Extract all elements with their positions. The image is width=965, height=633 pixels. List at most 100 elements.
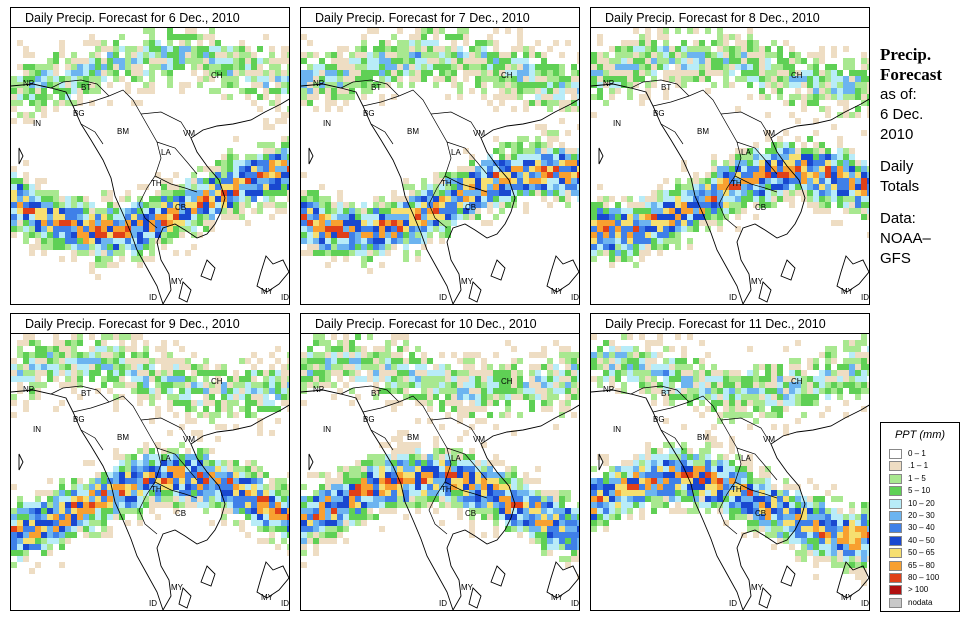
precip-cell <box>415 52 421 58</box>
precip-cell <box>615 220 621 226</box>
precip-cell <box>385 364 391 370</box>
precip-cell <box>439 376 445 382</box>
precip-cell <box>59 52 65 58</box>
precip-cell <box>83 70 89 76</box>
precip-cell <box>275 64 281 70</box>
precip-cell <box>59 382 65 388</box>
precip-cell <box>855 184 861 190</box>
precip-cell <box>499 52 505 58</box>
precip-cell <box>125 472 131 478</box>
precip-cell <box>463 166 469 172</box>
precip-cell <box>571 88 577 94</box>
precip-cell <box>421 484 427 490</box>
precip-cell <box>191 472 197 478</box>
precip-cell <box>529 148 535 154</box>
precip-cell <box>487 76 493 82</box>
precip-cell <box>301 370 307 376</box>
precip-cell <box>609 220 615 226</box>
precip-cell <box>553 76 559 82</box>
precip-cell <box>257 142 263 148</box>
precip-cell <box>373 208 379 214</box>
precip-cell <box>765 148 771 154</box>
precip-cell <box>693 52 699 58</box>
precip-cell <box>693 70 699 76</box>
precip-cell <box>505 190 511 196</box>
precip-cell <box>663 418 669 424</box>
precip-cell <box>209 190 215 196</box>
precip-cell <box>337 214 343 220</box>
precip-cell <box>269 64 275 70</box>
precip-cell <box>469 370 475 376</box>
precip-cell <box>445 202 451 208</box>
precip-cell <box>209 172 215 178</box>
precip-cell <box>301 532 307 538</box>
precip-cell <box>541 490 547 496</box>
precip-cell <box>499 160 505 166</box>
precip-cell <box>385 238 391 244</box>
precip-cell <box>221 508 227 514</box>
precip-cell <box>77 340 83 346</box>
precip-cell <box>167 202 173 208</box>
precip-cell <box>215 364 221 370</box>
precip-cell <box>627 40 633 46</box>
precip-cell <box>463 148 469 154</box>
precip-cell <box>487 478 493 484</box>
precip-cell <box>511 430 517 436</box>
precip-cell <box>53 370 59 376</box>
precip-cell <box>481 370 487 376</box>
precip-cell <box>687 382 693 388</box>
precip-cell <box>239 178 245 184</box>
precip-cell <box>463 58 469 64</box>
precip-cell <box>227 94 233 100</box>
coastline <box>11 389 289 610</box>
precip-cell <box>131 358 137 364</box>
precip-cell <box>287 520 289 526</box>
precip-cell <box>397 232 403 238</box>
precip-cell <box>421 382 427 388</box>
precip-cell <box>541 184 547 190</box>
precip-cell <box>29 544 35 550</box>
precip-cell <box>475 178 481 184</box>
precip-cell <box>759 388 765 394</box>
precip-cell <box>257 46 263 52</box>
precip-cell <box>717 184 723 190</box>
precip-cell <box>511 52 517 58</box>
precip-cell <box>287 550 289 556</box>
precip-cell <box>831 52 837 58</box>
precip-cell <box>603 238 609 244</box>
precip-cell <box>547 538 553 544</box>
precip-cell <box>215 436 221 442</box>
precip-cell <box>415 454 421 460</box>
precip-cell <box>35 340 41 346</box>
precip-cell <box>349 514 355 520</box>
precip-cell <box>355 250 361 256</box>
precip-cell <box>319 376 325 382</box>
precip-cell <box>759 406 765 412</box>
precip-cell <box>783 130 789 136</box>
precip-cell <box>59 508 65 514</box>
precip-cell <box>699 454 705 460</box>
precip-cell <box>41 226 47 232</box>
precip-cell <box>603 214 609 220</box>
precip-cell <box>251 472 257 478</box>
precip-cell <box>439 52 445 58</box>
precip-cell <box>831 88 837 94</box>
precip-cell <box>855 178 861 184</box>
precip-cell <box>281 520 287 526</box>
precip-cell <box>281 70 287 76</box>
precip-cell <box>301 544 307 550</box>
precip-cell <box>343 100 349 106</box>
precip-cell <box>361 364 367 370</box>
precip-cell <box>331 220 337 226</box>
precip-cell <box>565 364 571 370</box>
precip-cell <box>535 394 541 400</box>
precip-cell <box>319 58 325 64</box>
precip-cell <box>107 226 113 232</box>
precip-cell <box>427 454 433 460</box>
precip-cell <box>89 58 95 64</box>
precip-cell <box>577 94 579 100</box>
precip-cell <box>137 262 143 268</box>
precip-cell <box>663 64 669 70</box>
precip-cell <box>179 370 185 376</box>
precip-cell <box>711 364 717 370</box>
